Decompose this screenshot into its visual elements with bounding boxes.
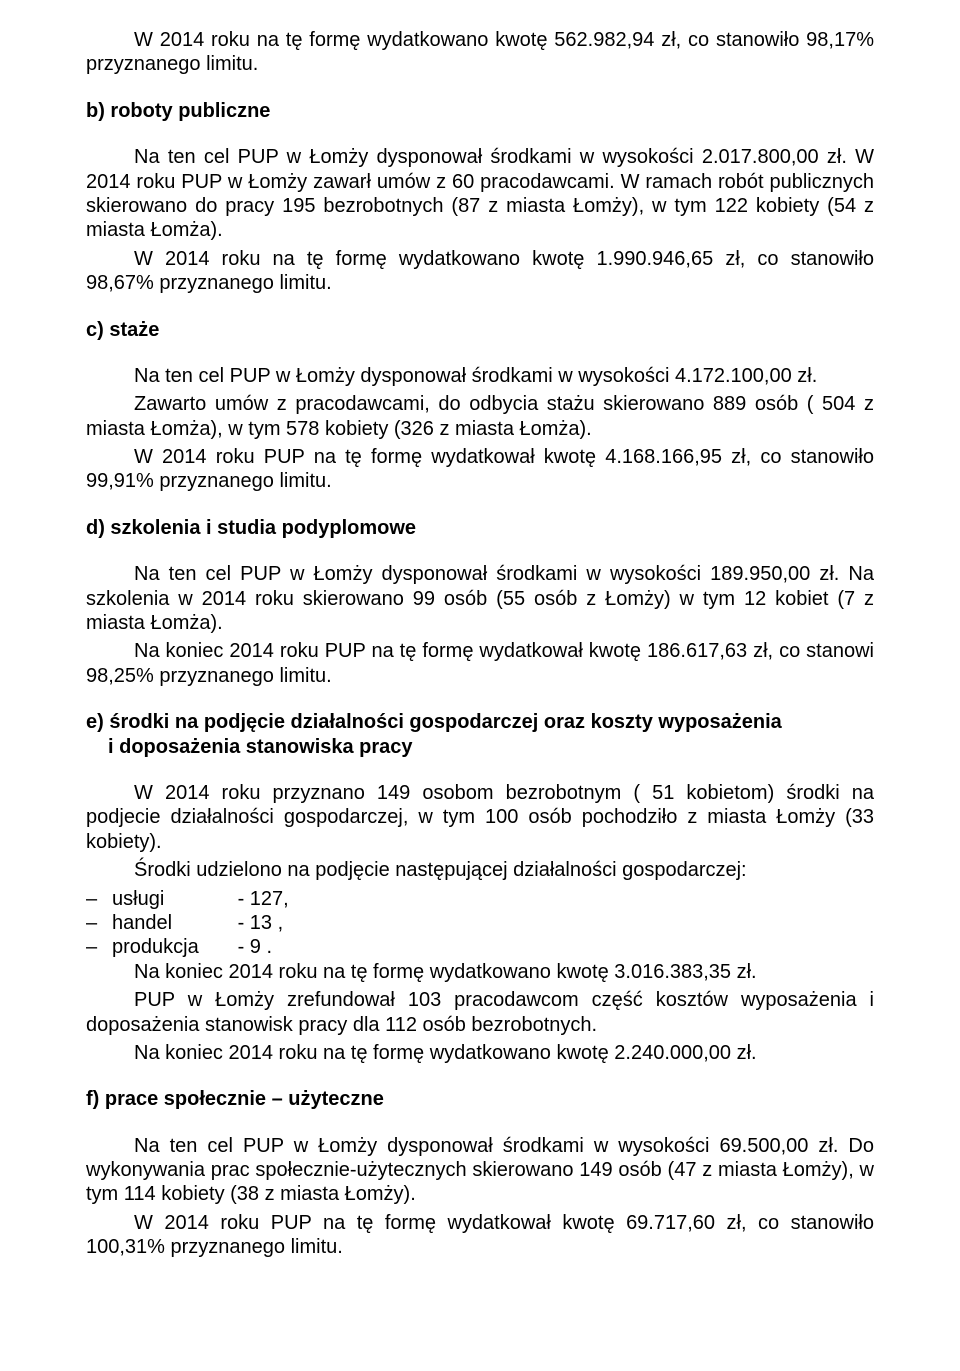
paragraph: W 2014 roku PUP na tę formę wydatkował k… bbox=[86, 1211, 874, 1260]
list-item: handel - 13 , bbox=[86, 911, 874, 935]
paragraph: Środki udzielono na podjęcie następujące… bbox=[86, 858, 874, 882]
list-item-label: produkcja bbox=[112, 935, 232, 959]
heading-line: i doposażenia stanowiska pracy bbox=[86, 735, 874, 759]
paragraph: W 2014 roku na tę formę wydatkowano kwot… bbox=[86, 28, 874, 77]
paragraph: Zawarto umów z pracodawcami, do odbycia … bbox=[86, 392, 874, 441]
list-item-value: - 9 . bbox=[238, 936, 272, 958]
paragraph: Na koniec 2014 roku na tę formę wydatkow… bbox=[86, 1041, 874, 1065]
document-page: W 2014 roku na tę formę wydatkowano kwot… bbox=[0, 0, 960, 1322]
list-item-label: usługi bbox=[112, 887, 232, 911]
section-heading-f: f) prace społecznie – użyteczne bbox=[86, 1087, 874, 1111]
list-item-value: - 127, bbox=[238, 888, 289, 910]
paragraph: Na ten cel PUP w Łomży dysponował środka… bbox=[86, 364, 874, 388]
paragraph: PUP w Łomży zrefundował 103 pracodawcom … bbox=[86, 988, 874, 1037]
list-item: usługi - 127, bbox=[86, 887, 874, 911]
paragraph: Na ten cel PUP w Łomży dysponował środka… bbox=[86, 1134, 874, 1207]
section-heading-d: d) szkolenia i studia podyplomowe bbox=[86, 516, 874, 540]
list-item-label: handel bbox=[112, 911, 232, 935]
list-item: produkcja - 9 . bbox=[86, 935, 874, 959]
list-item-value: - 13 , bbox=[238, 912, 284, 934]
paragraph: Na ten cel PUP w Łomży dysponował środka… bbox=[86, 562, 874, 635]
paragraph: W 2014 roku przyznano 149 osobom bezrobo… bbox=[86, 781, 874, 854]
activity-list: usługi - 127, handel - 13 , produkcja - … bbox=[86, 887, 874, 960]
section-heading-b: b) roboty publiczne bbox=[86, 99, 874, 123]
paragraph: Na ten cel PUP w Łomży dysponował środka… bbox=[86, 145, 874, 243]
heading-line: e) środki na podjęcie działalności gospo… bbox=[86, 710, 874, 734]
paragraph: W 2014 roku na tę formę wydatkowano kwot… bbox=[86, 247, 874, 296]
paragraph: Na koniec 2014 roku na tę formę wydatkow… bbox=[86, 960, 874, 984]
paragraph: Na koniec 2014 roku PUP na tę formę wyda… bbox=[86, 639, 874, 688]
section-heading-e: e) środki na podjęcie działalności gospo… bbox=[86, 710, 874, 759]
paragraph: W 2014 roku PUP na tę formę wydatkował k… bbox=[86, 445, 874, 494]
section-heading-c: c) staże bbox=[86, 318, 874, 342]
